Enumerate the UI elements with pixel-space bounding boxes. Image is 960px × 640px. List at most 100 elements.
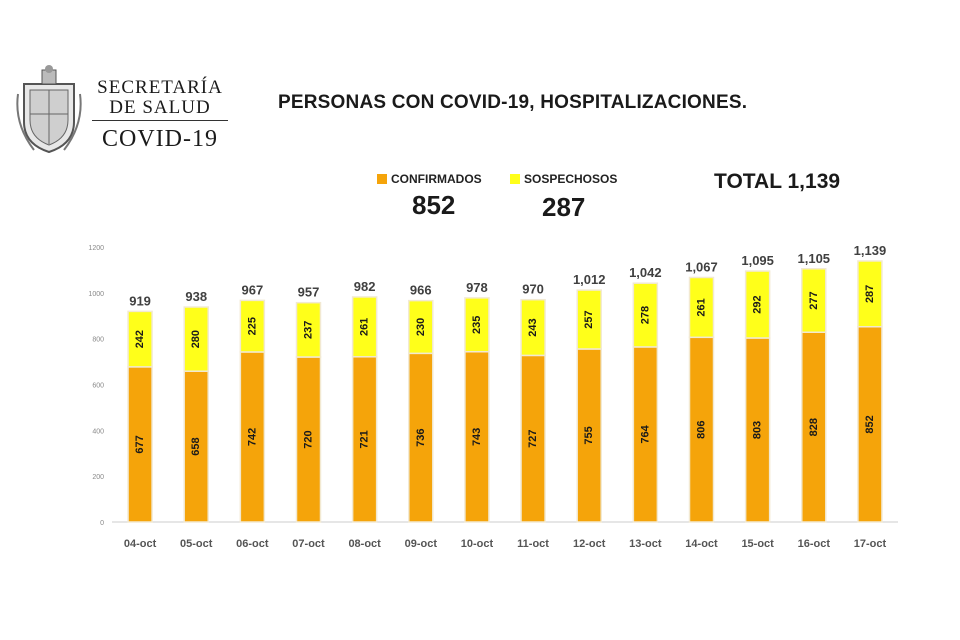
- x-tick-label: 15-oct: [741, 538, 774, 550]
- bar-suspected: [744, 270, 771, 339]
- bar-confirmed: [183, 370, 209, 523]
- legend-confirmed-label: CONFIRMADOS: [391, 172, 482, 186]
- data-label-confirmed: 755: [583, 426, 595, 444]
- bar-suspected: [464, 297, 490, 353]
- data-label-total: 970: [522, 282, 544, 297]
- data-label-suspected: 242: [134, 330, 146, 348]
- data-label-confirmed: 803: [752, 421, 764, 439]
- bar-confirmed: [520, 354, 546, 523]
- x-tick-label: 17-oct: [854, 538, 887, 550]
- data-label-confirmed: 828: [808, 418, 820, 436]
- bar-suspected: [632, 282, 659, 348]
- bar-confirmed: [857, 326, 883, 523]
- organization-name: SECRETARÍA DE SALUD COVID-19: [92, 78, 228, 154]
- x-tick-label: 09-oct: [405, 538, 438, 550]
- data-label-confirmed: 658: [190, 437, 202, 455]
- suspected-total: 287: [542, 192, 586, 222]
- data-label-suspected: 225: [246, 317, 258, 335]
- data-label-confirmed: 720: [303, 430, 315, 448]
- x-tick-label: 11-oct: [517, 538, 549, 550]
- bar-suspected: [239, 299, 266, 353]
- data-label-total: 957: [298, 285, 320, 300]
- bar-suspected: [801, 268, 827, 334]
- bar-confirmed: [632, 346, 659, 523]
- data-label-total: 1,105: [798, 251, 831, 266]
- data-label-total: 938: [185, 289, 207, 304]
- bar-suspected: [688, 276, 715, 339]
- bar-suspected: [351, 296, 378, 358]
- data-label-total: 1,042: [629, 265, 662, 280]
- bar-confirmed: [688, 336, 715, 523]
- data-label-confirmed: 764: [639, 424, 651, 443]
- x-tick-label: 08-oct: [348, 538, 381, 550]
- y-tick-label: 600: [92, 383, 104, 390]
- x-tick-label: 07-oct: [292, 538, 325, 550]
- data-label-suspected: 277: [808, 291, 820, 309]
- data-label-confirmed: 743: [471, 428, 483, 446]
- data-label-total: 919: [129, 293, 151, 308]
- overall-total: TOTAL 1,139: [714, 170, 841, 193]
- org-line-1: SECRETARÍA: [97, 77, 223, 98]
- data-label-confirmed: 677: [134, 435, 146, 453]
- bar-confirmed: [408, 352, 434, 523]
- y-tick-label: 800: [92, 337, 104, 344]
- y-tick-label: 200: [92, 474, 104, 481]
- x-tick-label: 10-oct: [461, 538, 494, 550]
- data-label-suspected: 280: [190, 330, 202, 348]
- data-label-suspected: 230: [415, 318, 427, 336]
- data-label-suspected: 243: [527, 318, 539, 336]
- legend-suspected: SOSPECHOSOS: [510, 172, 617, 186]
- data-label-suspected: 257: [583, 310, 595, 328]
- bar-confirmed: [464, 350, 490, 523]
- data-label-suspected: 235: [471, 316, 483, 334]
- data-label-total: 978: [466, 280, 488, 295]
- x-tick-label: 05-oct: [180, 538, 213, 550]
- legend-suspected-swatch: [510, 174, 520, 184]
- bar-suspected: [408, 299, 434, 355]
- y-tick-label: 1000: [88, 291, 104, 298]
- data-label-suspected: 261: [359, 318, 371, 336]
- x-tick-label: 14-oct: [685, 538, 718, 550]
- data-label-suspected: 237: [303, 321, 315, 339]
- chart-title: PERSONAS CON COVID-19, HOSPITALIZACIONES…: [278, 92, 748, 113]
- data-label-suspected: 278: [639, 306, 651, 324]
- org-line-2: DE SALUD: [92, 98, 228, 121]
- y-tick-label: 0: [100, 520, 104, 527]
- bar-suspected: [857, 260, 883, 328]
- bar-suspected: [295, 301, 322, 358]
- bar-suspected: [183, 306, 209, 372]
- data-label-total: 1,095: [741, 253, 774, 268]
- data-label-total: 966: [410, 283, 432, 298]
- x-tick-label: 06-oct: [236, 538, 269, 550]
- data-label-total: 1,067: [685, 259, 718, 274]
- legend-confirmed-swatch: [377, 174, 387, 184]
- confirmed-total: 852: [412, 190, 456, 220]
- x-tick-label: 12-oct: [573, 538, 606, 550]
- data-label-suspected: 292: [752, 295, 764, 313]
- legend-confirmed: CONFIRMADOS: [377, 172, 482, 186]
- data-label-total: 1,139: [854, 243, 887, 258]
- bar-suspected: [520, 298, 546, 357]
- bar-confirmed: [801, 331, 827, 523]
- org-line-3: COVID-19: [102, 126, 218, 152]
- data-label-total: 982: [354, 279, 376, 294]
- x-tick-label: 16-oct: [798, 538, 831, 550]
- data-label-total: 967: [242, 282, 264, 297]
- data-label-suspected: 287: [864, 285, 876, 303]
- bar-suspected: [127, 310, 153, 368]
- data-label-confirmed: 852: [864, 415, 876, 433]
- legend-suspected-label: SOSPECHOSOS: [524, 172, 618, 186]
- data-label-confirmed: 736: [415, 428, 427, 446]
- y-tick-label: 1200: [88, 245, 104, 252]
- bar-confirmed: [351, 356, 378, 523]
- y-tick-label: 400: [92, 428, 104, 435]
- data-label-suspected: 261: [696, 298, 708, 316]
- x-tick-label: 13-oct: [629, 538, 662, 550]
- data-label-confirmed: 727: [527, 430, 539, 448]
- x-tick-label: 04-oct: [124, 538, 157, 550]
- data-label-confirmed: 721: [359, 430, 371, 448]
- coat-of-arms-logo: [16, 65, 82, 154]
- bar-confirmed: [744, 337, 771, 523]
- bar-suspected: [576, 289, 602, 350]
- data-label-confirmed: 806: [696, 420, 708, 438]
